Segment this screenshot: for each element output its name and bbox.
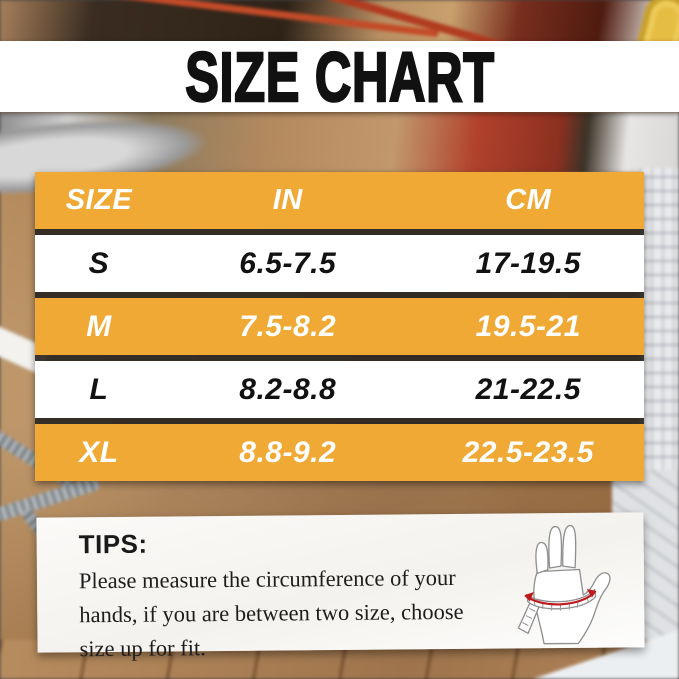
- column-header-cm: CM: [505, 184, 552, 216]
- cell-cm: 21-22.5: [475, 372, 581, 406]
- cell-size: S: [88, 246, 110, 280]
- title-banner: SIZE CHART: [0, 37, 679, 116]
- cell-size: L: [89, 372, 109, 406]
- cell-size: XL: [79, 435, 119, 469]
- table-row-xl: XL 8.8-9.2 22.5-23.5: [35, 424, 644, 481]
- cell-in: 7.5-8.2: [239, 309, 337, 343]
- tips-panel: TIPS: Please measure the circumference o…: [36, 512, 645, 661]
- cell-in: 8.2-8.8: [239, 372, 337, 406]
- table-row-s: S 6.5-7.5 17-19.5: [35, 235, 644, 292]
- page-title: SIZE CHART: [184, 37, 495, 116]
- blueprint-paper: [640, 168, 679, 528]
- size-table: SIZE IN CM S 6.5-7.5 17-19.5 M 7.5-8.2 1…: [35, 172, 644, 481]
- tips-text-block: TIPS: Please measure the circumference o…: [36, 514, 498, 666]
- tips-body: Please measure the circumference of your…: [78, 564, 464, 661]
- cell-size: M: [86, 309, 112, 343]
- cell-cm: 19.5-21: [475, 309, 581, 343]
- column-header-in: IN: [272, 184, 303, 216]
- table-row-l: L 8.2-8.8 21-22.5: [35, 361, 644, 418]
- cell-cm: 22.5-23.5: [462, 435, 594, 469]
- table-row-m: M 7.5-8.2 19.5-21: [35, 298, 644, 355]
- cell-cm: 17-19.5: [475, 246, 581, 280]
- hand-with-measuring-tape-icon: [497, 515, 626, 653]
- hand-measure-illustration: [517, 524, 611, 645]
- cell-in: 6.5-7.5: [239, 246, 337, 280]
- column-header-size: SIZE: [65, 184, 133, 216]
- tips-heading: TIPS:: [78, 528, 148, 560]
- cell-in: 8.8-9.2: [239, 435, 337, 469]
- table-header-row: SIZE IN CM: [35, 172, 644, 229]
